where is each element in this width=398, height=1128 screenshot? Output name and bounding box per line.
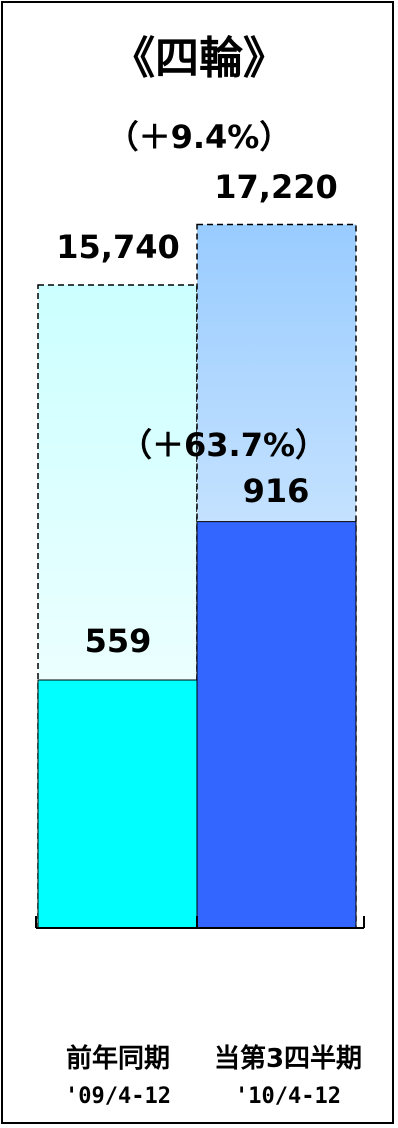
segment-value-label-curr: 916 [242, 472, 310, 510]
chart-title: 《四輪》 [111, 33, 287, 84]
segment-value-label-prev: 559 [84, 622, 152, 660]
segment-bar-prev [37, 679, 198, 929]
segment-bar-curr [196, 521, 357, 929]
total-value-label-prev: 15,740 [56, 228, 180, 266]
total-value-label-curr: 17,220 [214, 168, 338, 206]
total-change-label: （＋9.4%） [106, 118, 292, 156]
period-label-prev: '09/4-12 [65, 1084, 171, 1109]
segment-change-label: （＋63.7%） [120, 426, 328, 464]
period-label-curr: '10/4-12 [235, 1084, 341, 1109]
category-label-prev: 前年同期 [65, 1044, 170, 1074]
category-label-curr: 当第3四半期 [213, 1044, 363, 1074]
